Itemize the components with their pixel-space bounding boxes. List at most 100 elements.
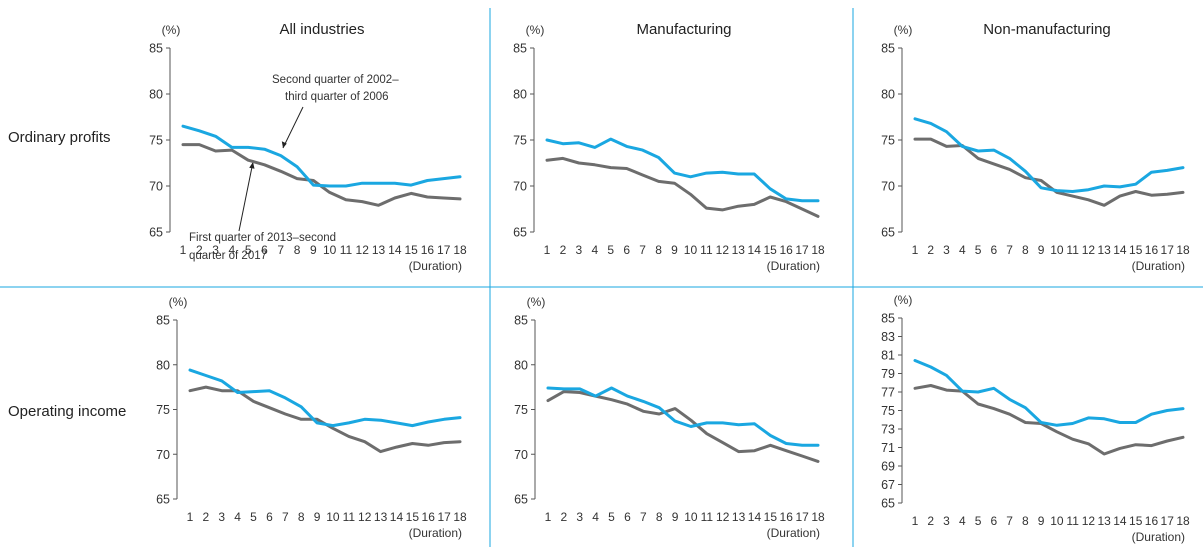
y-tick-label: 65 (513, 226, 527, 240)
y-tick-label: 65 (881, 497, 895, 511)
x-axis-label: (Duration) (1132, 530, 1185, 544)
y-tick-label: 80 (514, 358, 528, 372)
series-line-b (915, 139, 1183, 205)
x-tick-label: 17 (1161, 243, 1175, 257)
x-tick-label: 18 (453, 510, 467, 524)
series-line-a (183, 126, 460, 186)
x-tick-label: 14 (1113, 514, 1127, 528)
y-tick-label: 75 (513, 134, 527, 148)
y-tick-label: 65 (156, 493, 170, 507)
y-tick-label: 85 (513, 42, 527, 56)
x-tick-label: 16 (421, 243, 435, 257)
x-tick-label: 10 (684, 243, 698, 257)
x-tick-label: 16 (780, 510, 794, 524)
x-tick-label: 9 (1038, 514, 1045, 528)
series-line-a (190, 370, 460, 426)
x-tick-label: 5 (245, 243, 252, 257)
x-tick-label: 3 (943, 243, 950, 257)
x-tick-label: 6 (623, 243, 630, 257)
x-tick-label: 2 (927, 514, 934, 528)
x-tick-label: 1 (912, 514, 919, 528)
x-tick-label: 18 (453, 243, 467, 257)
x-tick-label: 14 (1113, 243, 1127, 257)
x-tick-label: 2 (560, 243, 567, 257)
annotation-arrow-2013-2017 (239, 162, 253, 231)
x-axis-label: (Duration) (409, 259, 462, 273)
x-tick-label: 8 (298, 510, 305, 524)
x-tick-label: 10 (1050, 514, 1064, 528)
x-tick-label: 12 (358, 510, 372, 524)
x-tick-label: 14 (390, 510, 404, 524)
y-unit-label: (%) (894, 23, 913, 37)
series-line-a (548, 388, 818, 445)
x-tick-label: 5 (975, 514, 982, 528)
x-tick-label: 3 (576, 510, 583, 524)
y-tick-label: 85 (149, 42, 163, 56)
y-tick-label: 81 (881, 349, 895, 363)
y-tick-label: 80 (513, 88, 527, 102)
x-tick-label: 12 (716, 510, 730, 524)
x-tick-label: 17 (795, 243, 809, 257)
x-tick-label: 13 (372, 243, 386, 257)
y-tick-label: 65 (149, 226, 163, 240)
x-tick-label: 3 (212, 243, 219, 257)
x-tick-label: 9 (672, 510, 679, 524)
y-tick-label: 80 (156, 358, 170, 372)
x-tick-label: 6 (624, 510, 631, 524)
y-tick-label: 75 (881, 404, 895, 418)
x-tick-label: 6 (266, 510, 273, 524)
y-tick-label: 85 (514, 314, 528, 328)
y-unit-label: (%) (527, 295, 546, 309)
x-tick-label: 9 (1038, 243, 1045, 257)
x-tick-label: 4 (591, 243, 598, 257)
x-tick-label: 1 (544, 243, 551, 257)
y-tick-label: 85 (881, 312, 895, 326)
x-axis-label: (Duration) (1132, 259, 1185, 273)
x-tick-label: 6 (990, 243, 997, 257)
x-tick-label: 15 (406, 510, 420, 524)
y-tick-label: 70 (156, 448, 170, 462)
x-tick-label: 2 (927, 243, 934, 257)
x-tick-label: 9 (671, 243, 678, 257)
annotation-2002-2006: Second quarter of 2002– third quarter of… (272, 74, 402, 103)
x-tick-label: 13 (1097, 514, 1111, 528)
x-tick-label: 4 (592, 510, 599, 524)
x-tick-label: 7 (277, 243, 284, 257)
x-tick-label: 14 (748, 510, 762, 524)
x-tick-label: 13 (1097, 243, 1111, 257)
y-tick-label: 69 (881, 460, 895, 474)
x-tick-label: 17 (437, 243, 451, 257)
x-tick-label: 17 (1161, 514, 1175, 528)
y-unit-label: (%) (526, 23, 545, 37)
x-tick-label: 15 (404, 243, 418, 257)
x-tick-label: 13 (374, 510, 388, 524)
y-tick-label: 73 (881, 423, 895, 437)
x-tick-label: 11 (701, 510, 714, 524)
x-tick-label: 2 (561, 510, 568, 524)
x-tick-label: 10 (326, 510, 340, 524)
x-tick-label: 6 (261, 243, 268, 257)
x-tick-label: 14 (388, 243, 402, 257)
series-line-a (547, 139, 818, 201)
y-tick-label: 71 (881, 441, 895, 455)
x-tick-label: 18 (1176, 243, 1190, 257)
x-tick-label: 15 (1129, 243, 1143, 257)
x-tick-label: 1 (545, 510, 552, 524)
x-tick-label: 18 (1176, 514, 1190, 528)
y-unit-label: (%) (169, 295, 188, 309)
y-tick-label: 85 (156, 314, 170, 328)
y-tick-label: 80 (881, 88, 895, 102)
x-tick-label: 12 (1082, 243, 1096, 257)
x-tick-label: 15 (1129, 514, 1143, 528)
x-tick-label: 11 (1066, 243, 1079, 257)
y-tick-label: 75 (156, 403, 170, 417)
x-tick-label: 1 (180, 243, 187, 257)
x-tick-label: 3 (943, 514, 950, 528)
x-tick-label: 10 (323, 243, 337, 257)
x-tick-label: 8 (1022, 514, 1029, 528)
series-line-b (548, 392, 818, 462)
y-tick-label: 65 (514, 493, 528, 507)
row-label-operating-income: Operating income (8, 403, 126, 420)
